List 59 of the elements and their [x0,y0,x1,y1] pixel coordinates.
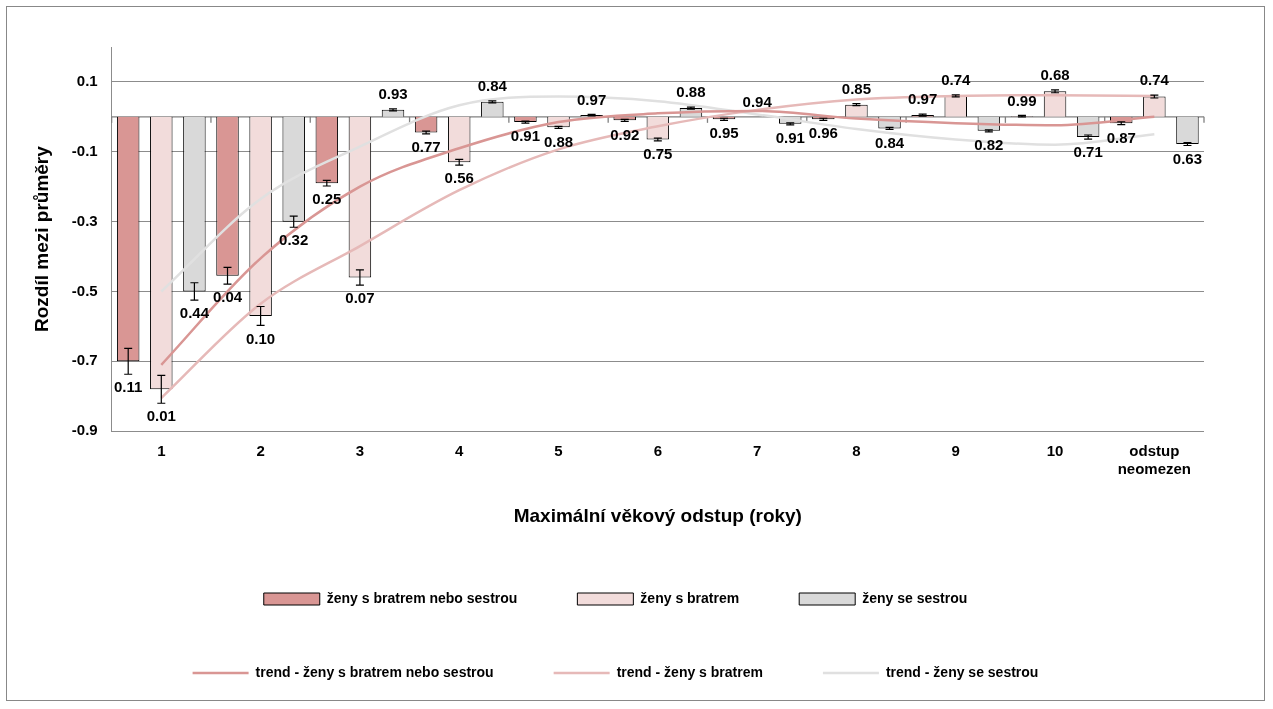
x-tick-label: 2 [256,442,265,460]
annotation: 0.32 [279,231,309,249]
annotation: 0.07 [345,289,375,307]
annotation: 0.99 [1007,91,1037,109]
annotation: 0.96 [808,124,838,142]
annotation: 0.11 [114,378,143,396]
annotation: 0.82 [974,136,1004,154]
annotation: 0.84 [477,76,508,94]
annotation: 0.94 [742,93,773,110]
annotation: 0.75 [643,145,673,163]
annotation: 0.10 [246,329,276,347]
annotation: 0.85 [841,79,872,97]
line-series [160,109,1156,367]
x-tick-label: 9 [951,442,960,460]
y-tick-label: -0.3 [71,211,98,229]
x-tick-label: 3 [355,442,365,460]
annotation: 0.91 [775,129,805,147]
annotation: 0.25 [312,190,342,208]
x-tick-label: 6 [653,442,662,460]
annotation: 0.68 [1040,66,1070,84]
annotation: 0.95 [709,124,739,142]
legend-label: ženy s bratrem [640,589,740,606]
x-tick-label: 1 [157,442,166,460]
annotation: 0.91 [510,127,541,145]
annotation: 0.88 [543,132,574,150]
annotation: 0.93 [378,84,408,102]
annotation: 0.56 [444,169,474,187]
annotation: 0.84 [874,133,905,151]
x-tick-label: 4 [455,442,465,460]
annotation: 0.97 [577,90,607,108]
y-axis-title: Rozdíl mezi průměry [30,145,52,333]
annotation: 0.97 [908,90,938,108]
annotation: 0.71 [1073,143,1103,161]
y-tick-label: -0.7 [71,351,98,369]
annotation: 0.74 [941,70,971,88]
x-tick-label: 8 [852,442,861,460]
y-tick-label: -0.5 [71,281,98,299]
x-tick-label: 10 [1046,442,1064,460]
annotation: 0.01 [146,407,176,425]
annotation: 0.04 [212,288,243,306]
y-tick-label: -0.9 [71,421,98,439]
annotation: 0.74 [1139,71,1170,89]
legend-label: ženy s bratrem nebo sestrou [326,589,518,606]
y-tick-label: 0.1 [76,72,98,90]
legend-label: trend - ženy s bratrem nebo sestrou [255,663,494,680]
y-tick-label: -0.1 [71,141,98,159]
x-tick-label: odstup neomezen [1117,442,1192,478]
x-axis-title: Maximální věkový odstup (roky) [513,504,802,526]
annotation: 0.87 [1106,128,1136,146]
legend-label: trend - ženy s bratrem [616,663,763,680]
annotation: 0.44 [179,304,210,322]
legend-label: trend - ženy se sestrou [885,663,1039,680]
annotation: 0.92 [610,125,640,143]
legend-label: ženy se sestrou [862,589,968,606]
x-tick-label: 5 [554,442,563,460]
annotation: 0.63 [1172,149,1203,167]
x-tick-label: 7 [752,442,762,460]
annotation: 0.77 [411,138,441,156]
annotation: 0.88 [676,83,706,101]
